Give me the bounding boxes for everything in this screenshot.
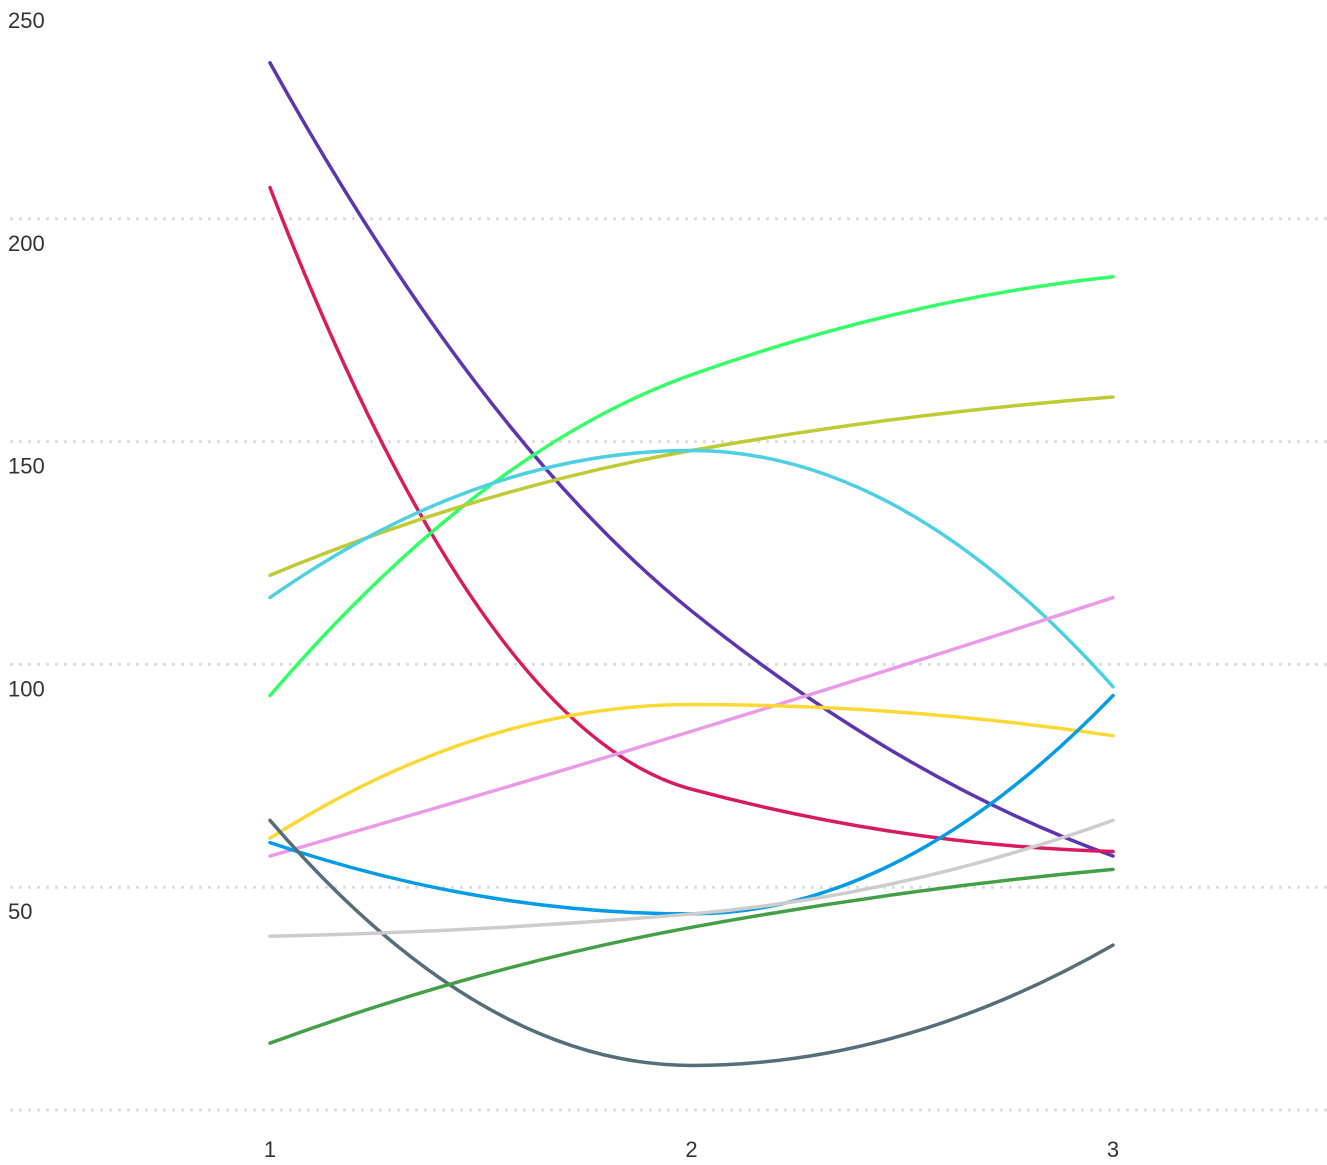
gridlines xyxy=(10,217,1327,1112)
series-line-1 xyxy=(268,61,1115,858)
series-line-4 xyxy=(268,395,1115,578)
series-line-10 xyxy=(268,818,1115,938)
x-tick-label: 1 xyxy=(264,1137,276,1162)
y-tick-label: 200 xyxy=(8,231,45,256)
x-axis-tick-labels: 1 2 3 xyxy=(264,1137,1119,1162)
series-line-7 xyxy=(268,702,1115,840)
y-tick-label: 100 xyxy=(8,676,45,701)
y-tick-label: 50 xyxy=(8,899,32,924)
x-tick-label: 2 xyxy=(685,1137,697,1162)
series-line-11 xyxy=(268,867,1115,1045)
x-tick-label: 3 xyxy=(1107,1137,1119,1162)
y-tick-label: 150 xyxy=(8,454,45,479)
series-line-5 xyxy=(268,448,1115,689)
y-axis-tick-labels: 50 100 150 200 250 xyxy=(8,8,45,924)
series-line-2 xyxy=(268,185,1115,854)
series-line-6 xyxy=(268,595,1115,858)
series-line-9 xyxy=(268,818,1115,1068)
series-lines xyxy=(268,61,1115,1068)
series-line-3 xyxy=(268,274,1115,698)
y-tick-label: 250 xyxy=(8,8,45,33)
